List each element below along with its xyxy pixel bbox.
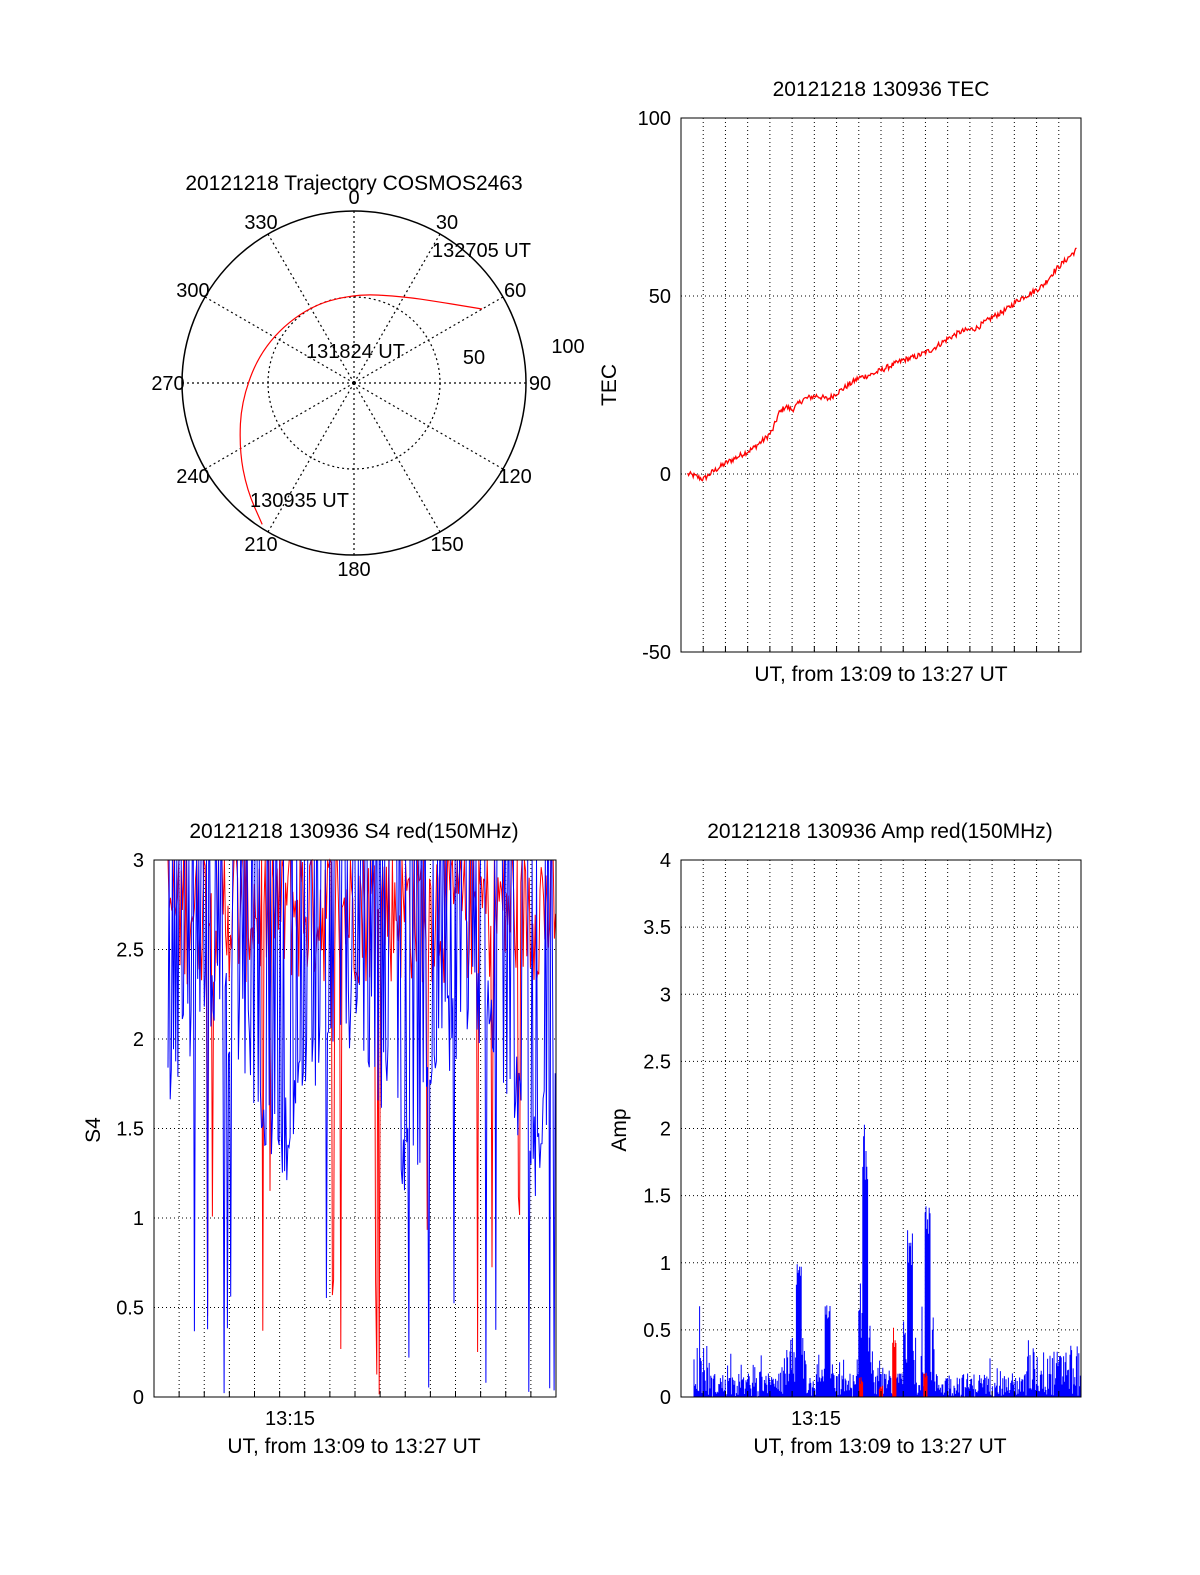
s4-xtick-1315: 13:15 (265, 1408, 315, 1430)
y-tick-label: 50 (649, 286, 671, 308)
y-tick-label: 3.5 (643, 917, 671, 939)
polar-spoke (353, 296, 504, 384)
tec-ylabel: TEC (598, 364, 621, 406)
azimuth-label: 180 (337, 559, 370, 581)
amp-xlabel: UT, from 13:09 to 13:27 UT (753, 1435, 1006, 1458)
azimuth-label: 90 (529, 373, 551, 395)
y-tick-label: 3 (660, 984, 671, 1006)
y-tick-label: 1.5 (116, 1119, 144, 1141)
amp-red-series (858, 1327, 928, 1397)
tec-series-line (687, 247, 1077, 482)
y-tick-label: 1 (660, 1253, 671, 1275)
s4-plot: 20121218 130936 S4 red(150MHz) 3 2.5 2 1.5 1… (82, 820, 557, 1458)
amp-blue-series (693, 1124, 1081, 1397)
amp-grid (681, 860, 1081, 1397)
y-tick-label: 1.5 (643, 1186, 671, 1208)
tec-title: 20121218 130936 TEC (773, 78, 990, 101)
s4-red-series (167, 858, 557, 1395)
azimuth-label: 240 (176, 466, 209, 488)
s4-ylabel: S4 (82, 1117, 105, 1143)
polar-spokes (182, 211, 526, 555)
trajectory-title: 20121218 Trajectory COSMOS2463 (185, 172, 522, 195)
y-tick-label: 0.5 (116, 1298, 144, 1320)
y-tick-label: 2 (660, 1119, 671, 1141)
azimuth-label: 210 (244, 534, 277, 556)
y-tick-label: 0 (660, 1387, 671, 1409)
azimuth-label: 330 (244, 212, 277, 234)
polar-spoke (204, 296, 355, 384)
polar-spoke (204, 382, 355, 470)
track-start-label: 130935 UT (250, 490, 349, 512)
satellite-track (239, 294, 483, 525)
y-tick-label: 0 (660, 464, 671, 486)
s4-series (167, 858, 557, 1395)
polar-spoke (353, 382, 504, 470)
azimuth-label: 60 (504, 280, 526, 302)
y-tick-label: 2 (133, 1029, 144, 1051)
y-tick-label: 0 (133, 1387, 144, 1409)
azimuth-label: 270 (151, 373, 184, 395)
y-tick-label: 3 (133, 850, 144, 872)
amp-ylabel: Amp (608, 1108, 631, 1151)
polar-spoke (353, 382, 441, 533)
y-tick-label: 4 (660, 850, 671, 872)
tec-y-ticks: 100 50 0 -50 (638, 108, 1060, 664)
azimuth-label: 150 (430, 534, 463, 556)
amp-plot: 20121218 130936 Amp red(150MHz) 4 3.5 3 2.5… (608, 820, 1082, 1458)
y-tick-label: 2.5 (116, 940, 144, 962)
track-end-label: 132705 UT (432, 240, 531, 262)
tec-xlabel: UT, from 13:09 to 13:27 UT (754, 663, 1007, 686)
radius-label-100: 100 (551, 336, 584, 358)
amp-xtick-1315: 13:15 (791, 1408, 841, 1430)
azimuth-label: 300 (176, 280, 209, 302)
s4-y-ticks: 3 2.5 2 1.5 1 0.5 0 (116, 850, 532, 1409)
azimuth-label: 30 (436, 212, 458, 234)
tec-plot: 20121218 130936 TEC 100 50 0 -50 UT, from 1… (598, 78, 1082, 686)
polar-azimuth-labels: 0 30 60 90 120 150 180 210 240 270 300 330 (151, 187, 551, 581)
trajectory-polar-plot: 20121218 Trajectory COSMOS2463 0 30 60 90 12… (151, 172, 584, 581)
y-tick-label: 1 (133, 1208, 144, 1230)
azimuth-label: 120 (498, 466, 531, 488)
tec-grid (681, 118, 1081, 652)
radius-label-50: 50 (463, 347, 485, 369)
s4-xlabel: UT, from 13:09 to 13:27 UT (227, 1435, 480, 1458)
y-tick-label: 0.5 (643, 1320, 671, 1342)
polar-spoke (353, 233, 441, 384)
amp-title: 20121218 130936 Amp red(150MHz) (707, 820, 1053, 843)
polar-spoke (267, 382, 355, 533)
y-tick-label: 100 (638, 108, 671, 130)
track-mid-label: 131824 UT (306, 341, 405, 363)
s4-title: 20121218 130936 S4 red(150MHz) (189, 820, 518, 843)
y-tick-label: 2.5 (643, 1051, 671, 1073)
y-tick-label: -50 (642, 642, 671, 664)
amp-series (693, 1124, 1081, 1397)
amp-y-ticks: 4 3.5 3 2.5 2 1.5 1 0.5 0 (643, 850, 1060, 1409)
azimuth-label: 0 (348, 187, 359, 209)
